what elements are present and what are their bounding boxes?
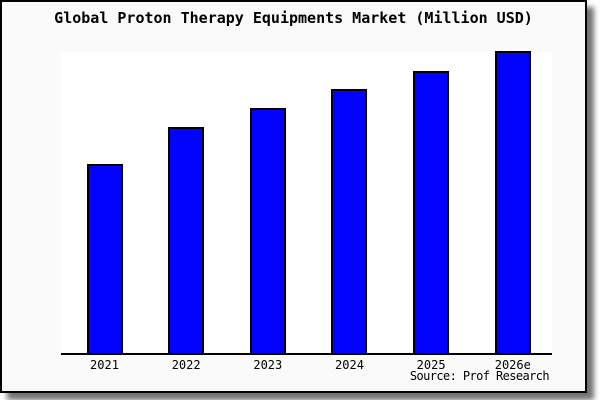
bar-2022: [168, 127, 205, 353]
x-tick-label-2025: 2025: [416, 358, 446, 372]
bar-2024: [331, 89, 368, 353]
bar-2026e: [494, 51, 531, 353]
plot-area: [61, 51, 552, 355]
x-axis-labels: 2021 2022 2023 2024 2025 2026e: [2, 358, 585, 374]
x-tick-label-2021: 2021: [90, 358, 119, 372]
x-tick-label-2026e: 2026e: [494, 358, 531, 372]
x-tick-label-2022: 2022: [171, 358, 201, 372]
source-note: Source: Prof Research: [409, 369, 550, 383]
bar-2021: [86, 164, 123, 353]
chart-card: Global Proton Therapy Equipments Market …: [0, 0, 587, 393]
x-tick-label-2024: 2024: [335, 358, 364, 372]
bar-2025: [413, 71, 450, 353]
bar-2023: [249, 108, 286, 353]
chart-title: Global Proton Therapy Equipments Market …: [54, 9, 533, 27]
x-tick-label-2023: 2023: [253, 358, 283, 372]
